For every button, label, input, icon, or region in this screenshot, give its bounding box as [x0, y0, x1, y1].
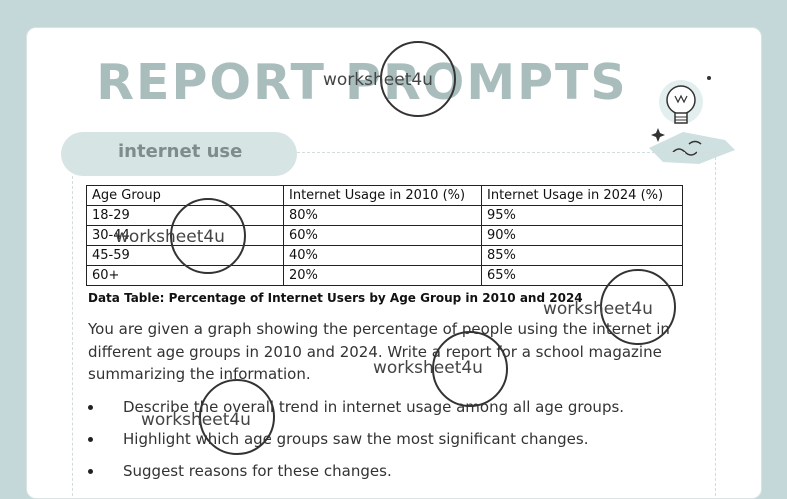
table-cell: 95% — [481, 205, 683, 226]
watermark-circle — [170, 198, 246, 274]
table-cell: 20% — [283, 265, 482, 286]
dashed-border-left — [72, 176, 73, 498]
table-header-row: Age Group Internet Usage in 2010 (%) Int… — [86, 185, 683, 206]
watermark-circle — [432, 331, 508, 407]
watermark-text: worksheet4u — [115, 227, 225, 247]
bullet-icon — [88, 469, 93, 474]
table-cell: 60% — [283, 225, 482, 246]
table-cell: 90% — [481, 225, 683, 246]
dashed-border-top — [297, 152, 715, 153]
column-header: Internet Usage in 2024 (%) — [481, 185, 683, 206]
table-cell: 80% — [283, 205, 482, 226]
prompt-text: You are given a graph showing the percen… — [88, 320, 670, 383]
column-header: Age Group — [86, 185, 284, 206]
table-cell: 85% — [481, 245, 683, 266]
table-cell: 60+ — [86, 265, 284, 286]
watermark-text: worksheet4u — [323, 70, 433, 90]
watermark-circle — [199, 379, 275, 455]
watermark-text: worksheet4u — [373, 358, 483, 378]
section-label: internet use — [118, 141, 243, 162]
watermark-text: worksheet4u — [543, 299, 653, 319]
bullet-icon — [88, 437, 93, 442]
bullet-icon — [88, 405, 93, 410]
section-pill — [61, 132, 297, 176]
column-header: Internet Usage in 2010 (%) — [283, 185, 482, 206]
dashed-border-right — [715, 152, 716, 498]
watermark-circle — [380, 41, 456, 117]
watermark-circle — [600, 269, 676, 345]
table-caption: Data Table: Percentage of Internet Users… — [88, 291, 583, 305]
list-item: Suggest reasons for these changes. — [88, 459, 708, 491]
table-cell: 40% — [283, 245, 482, 266]
page-title: REPORT PROMPTS — [96, 54, 628, 111]
list-item-text: Suggest reasons for these changes. — [123, 462, 392, 480]
watermark-text: worksheet4u — [141, 410, 251, 430]
table-row: 60+ 20% 65% — [86, 265, 683, 286]
worksheet-card: REPORT PROMPTS internet use Age Group In… — [26, 27, 762, 499]
lightbulb-map-icon — [649, 76, 735, 164]
list-item-text: Highlight which age groups saw the most … — [123, 430, 589, 448]
list-item: Highlight which age groups saw the most … — [88, 427, 708, 459]
